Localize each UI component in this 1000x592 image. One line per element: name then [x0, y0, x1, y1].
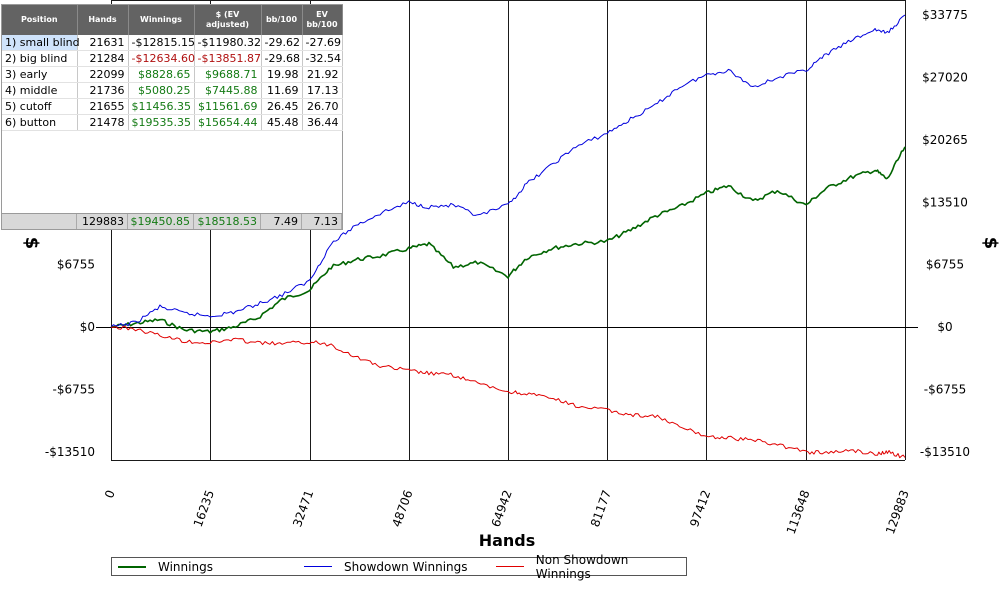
y-tick-label-right: $20265: [922, 133, 968, 147]
y-tick-label-left: -$6755: [52, 383, 95, 397]
total-winnings: $19450.85: [128, 214, 194, 229]
x-tick-label: 113648: [784, 488, 813, 536]
x-axis-label: Hands: [479, 531, 536, 550]
cell-winnings: $5080.25: [128, 82, 195, 99]
legend-label: Non Showdown Winnings: [535, 552, 629, 581]
y-tick-label-left: $0: [80, 320, 95, 334]
legend-label: Showdown Winnings: [344, 559, 468, 574]
cell-position: 2) big blind: [2, 50, 78, 67]
cell-bb100: 45.48: [261, 114, 303, 131]
series-line-winnings: [110, 146, 906, 334]
y-tick-label-right: -$6755: [924, 383, 967, 397]
cell-hands: 21284: [77, 50, 129, 67]
legend-label: Winnings: [158, 559, 213, 574]
y-tick-label-right: $0: [937, 320, 952, 334]
cell-hands: 21736: [77, 82, 129, 99]
y-tick-label-right: $27020: [922, 70, 968, 84]
col-header-hands[interactable]: Hands: [77, 5, 129, 35]
x-tick-label: 16235: [191, 488, 217, 529]
x-tick-label: 129883: [883, 488, 912, 536]
cell-position: 3) early: [2, 66, 78, 83]
cell-position: 6) button: [2, 114, 78, 131]
total-ev-bb100: 7.13: [302, 214, 342, 229]
cell-ev-adjusted: -$13851.87: [194, 50, 262, 67]
table-row[interactable]: 2) big blind 21284 -$12634.60 -$13851.87…: [2, 50, 343, 67]
table-row[interactable]: 5) cutoff 21655 $11456.35 $11561.69 26.4…: [2, 98, 343, 115]
cell-winnings: $8828.65: [128, 66, 195, 83]
cell-hands: 21478: [77, 114, 129, 131]
cell-bb100: 26.45: [261, 98, 303, 115]
y-tick-label-left: $6755: [57, 258, 95, 272]
cell-bb100: -29.68: [261, 50, 303, 67]
legend-swatch-winnings: [118, 565, 146, 568]
x-tick-labels: 0 16235 32471 48706 64942 81177 97412 113648 129…: [102, 488, 912, 536]
legend-swatch-showdown: [304, 566, 332, 567]
cell-ev-adjusted: $9688.71: [194, 66, 262, 83]
x-tick-label: 81177: [588, 488, 614, 529]
cell-ev-bb100: 26.70: [302, 98, 343, 115]
cell-ev-adjusted: $7445.88: [194, 82, 262, 99]
total-bb100: 7.49: [261, 214, 302, 229]
right-y-tick-labels: -$13510 -$6755 $0 $6755 $13510 $20265 $27020 $3…: [920, 8, 970, 459]
cell-ev-adjusted: $15654.44: [194, 114, 262, 131]
col-header-bb100[interactable]: bb/100: [261, 5, 303, 35]
legend-item-showdown-winnings[interactable]: Showdown Winnings: [304, 558, 468, 575]
cell-bb100: -29.62: [261, 35, 303, 51]
cell-hands: 21655: [77, 98, 129, 115]
legend-item-winnings[interactable]: Winnings: [118, 558, 213, 575]
series-line-non-showdown-winnings: [110, 325, 906, 459]
cell-ev-bb100: 21.92: [302, 66, 343, 83]
legend-item-non-showdown-winnings[interactable]: Non Showdown Winnings: [496, 553, 686, 581]
col-header-ev-bb100[interactable]: EV bb/100: [302, 5, 343, 35]
cell-ev-bb100: 17.13: [302, 82, 343, 99]
cell-bb100: 11.69: [261, 82, 303, 99]
cell-ev-adjusted: $11561.69: [194, 98, 262, 115]
series-line-showdown-winnings: [110, 14, 906, 328]
x-tick-label: 97412: [687, 488, 713, 529]
cell-ev-bb100: -32.54: [302, 50, 343, 67]
x-tick-label: 0: [102, 488, 118, 500]
total-position: [2, 214, 77, 229]
stats-total-row: 129883 $19450.85 $18518.53 7.49 7.13: [2, 213, 342, 229]
table-row[interactable]: 4) middle 21736 $5080.25 $7445.88 11.69 …: [2, 82, 343, 99]
cell-winnings: -$12634.60: [128, 50, 195, 67]
x-tick-label: 48706: [389, 488, 415, 529]
cell-winnings: -$12815.15: [128, 35, 195, 51]
col-header-winnings[interactable]: Winnings: [128, 5, 195, 35]
cell-ev-adjusted: -$11980.32: [194, 35, 262, 51]
stats-header-row: Position Hands Winnings $ (EV adjusted) …: [2, 5, 343, 35]
y-axis-label-right: $: [980, 237, 1000, 250]
total-ev-adjusted: $18518.53: [194, 214, 261, 229]
total-hands: 129883: [77, 214, 128, 229]
legend-swatch-non-showdown: [496, 566, 524, 567]
col-header-ev-adjusted[interactable]: $ (EV adjusted): [194, 5, 262, 35]
cell-hands: 21631: [77, 35, 129, 51]
table-row[interactable]: 3) early 22099 $8828.65 $9688.71 19.98 2…: [2, 66, 343, 83]
cell-winnings: $11456.35: [128, 98, 195, 115]
cell-position: 4) middle: [2, 82, 78, 99]
y-axis-label-left: $: [21, 237, 42, 250]
cell-ev-bb100: -27.69: [302, 35, 343, 51]
chart-legend: Winnings Showdown Winnings Non Showdown …: [111, 553, 687, 581]
series-lines: [110, 14, 906, 459]
cell-winnings: $19535.35: [128, 114, 195, 131]
y-tick-label-right: $33775: [922, 8, 968, 22]
position-stats-table: Position Hands Winnings $ (EV adjusted) …: [1, 4, 343, 230]
y-tick-label-right: $6755: [926, 258, 964, 272]
y-tick-label-right: -$13510: [920, 445, 970, 459]
x-tick-label: 64942: [489, 488, 515, 529]
x-tick-label: 32471: [290, 488, 316, 529]
y-tick-label-right: $13510: [922, 195, 968, 209]
cell-hands: 22099: [77, 66, 129, 83]
cell-bb100: 19.98: [261, 66, 303, 83]
y-tick-label-left: -$13510: [45, 445, 95, 459]
cell-position: 5) cutoff: [2, 98, 78, 115]
cell-position: 1) small blind: [2, 35, 80, 51]
col-header-position[interactable]: Position: [2, 5, 78, 35]
cell-ev-bb100: 36.44: [302, 114, 343, 131]
table-row[interactable]: 1) small blind 21631 -$12815.15 -$11980.…: [2, 35, 343, 51]
table-row[interactable]: 6) button 21478 $19535.35 $15654.44 45.4…: [2, 114, 343, 131]
